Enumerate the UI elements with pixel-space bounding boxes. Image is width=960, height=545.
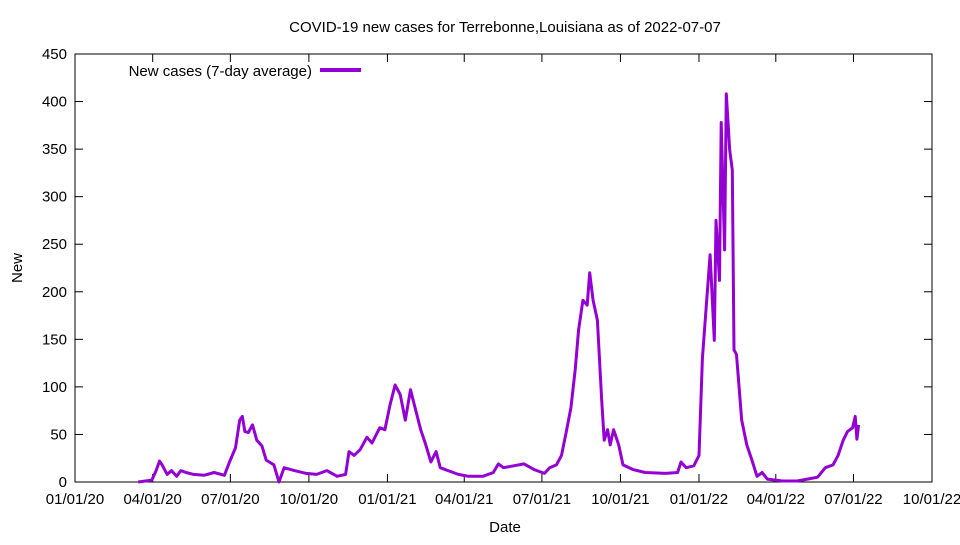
chart-title: COVID-19 new cases for Terrebonne,Louisi… <box>289 19 721 36</box>
y-tick-label: 450 <box>42 46 67 63</box>
y-tick-label: 100 <box>42 379 67 396</box>
x-tick-label: 04/01/21 <box>435 491 493 508</box>
y-axis-label: New <box>9 253 26 283</box>
x-tick-label: 04/01/22 <box>747 491 805 508</box>
legend: New cases (7-day average) <box>129 63 361 80</box>
y-tick-label: 150 <box>42 331 67 348</box>
y-tick-label: 50 <box>50 426 67 443</box>
x-tick-label: 07/01/22 <box>824 491 882 508</box>
y-tick-label: 0 <box>59 474 67 491</box>
x-tick-label: 01/01/22 <box>670 491 728 508</box>
x-tick-label: 07/01/20 <box>201 491 259 508</box>
x-tick-label: 10/01/22 <box>903 491 960 508</box>
x-axis: 01/01/20 04/01/20 07/01/20 10/01/20 01/01/21… <box>46 54 960 508</box>
y-tick-label: 400 <box>42 94 67 111</box>
x-tick-label: 01/01/20 <box>46 491 104 508</box>
y-axis: 0 50 100 150 200 250 300 350 400 450 <box>42 46 932 491</box>
y-tick-label: 250 <box>42 236 67 253</box>
x-tick-label: 07/01/21 <box>513 491 571 508</box>
y-tick-label: 300 <box>42 189 67 206</box>
y-tick-label: 200 <box>42 284 67 301</box>
x-tick-label: 04/01/20 <box>123 491 181 508</box>
x-tick-label: 10/01/21 <box>591 491 649 508</box>
plot-border <box>74 53 933 483</box>
x-tick-label: 10/01/20 <box>280 491 338 508</box>
legend-label: New cases (7-day average) <box>129 63 312 80</box>
x-axis-label: Date <box>489 519 521 536</box>
series-line-new-cases <box>137 92 861 484</box>
y-tick-label: 350 <box>42 141 67 158</box>
x-tick-label: 01/01/21 <box>358 491 416 508</box>
